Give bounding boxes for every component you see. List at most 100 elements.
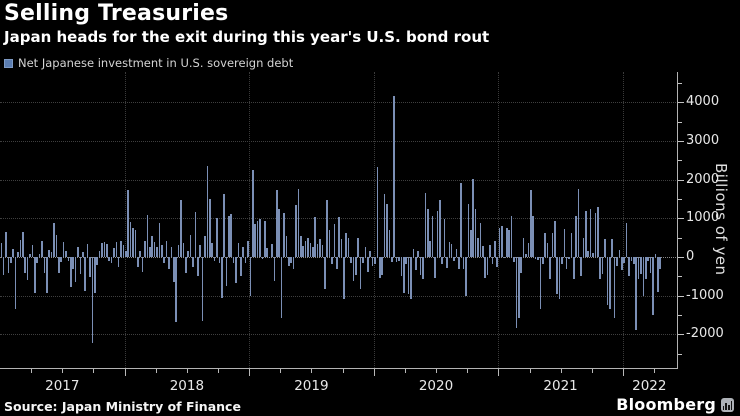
bar — [216, 217, 218, 257]
bar — [144, 240, 146, 257]
bar — [604, 239, 606, 257]
bar — [151, 236, 154, 257]
x-year-label: 2021 — [543, 378, 578, 394]
bar — [55, 235, 58, 257]
bar — [467, 203, 470, 257]
bar — [491, 257, 494, 264]
bar — [441, 257, 443, 265]
bar — [295, 205, 297, 257]
x-tick-major — [498, 369, 500, 376]
bar — [388, 230, 391, 257]
bar — [302, 246, 304, 257]
zero-gridline — [0, 257, 678, 258]
plot-area — [0, 72, 678, 368]
bar — [175, 257, 177, 322]
bar — [563, 229, 566, 257]
bar — [343, 257, 345, 299]
bar — [618, 250, 621, 257]
bar — [22, 232, 24, 257]
bar — [36, 257, 39, 264]
y-axis: 4000 3000 2000 1000 0 -1000 -2000 — [677, 72, 740, 369]
bar — [369, 251, 372, 257]
x-tick-minor — [560, 369, 562, 373]
bar — [228, 215, 230, 257]
bar — [534, 257, 537, 260]
bar — [613, 257, 616, 318]
bar — [194, 212, 197, 257]
bar — [367, 257, 369, 272]
y-tick-label: 1000 — [686, 210, 720, 226]
bar — [110, 257, 113, 264]
bar — [2, 257, 5, 276]
bar — [597, 206, 599, 257]
bar — [405, 257, 407, 264]
bar — [38, 253, 41, 257]
bar — [58, 257, 60, 274]
bar — [625, 222, 628, 257]
y-tick-major — [678, 257, 684, 258]
x-tick-major — [373, 369, 375, 376]
bar — [307, 237, 309, 257]
x-year-label: 2018 — [169, 378, 205, 394]
bar — [362, 257, 364, 263]
bar — [594, 212, 597, 257]
bar — [26, 257, 29, 281]
bar — [462, 257, 465, 270]
bloomberg-logo-icon — [721, 397, 734, 412]
y-tick-minor — [678, 160, 682, 162]
y-tick-major — [678, 140, 684, 142]
x-year-label: 2022 — [632, 378, 667, 394]
bar — [141, 257, 144, 272]
bar — [122, 245, 125, 257]
x-tick-minor — [404, 369, 406, 373]
bar — [252, 170, 254, 257]
bar — [558, 257, 561, 300]
bar — [204, 236, 206, 257]
y-tick-major — [678, 295, 684, 297]
bar — [268, 257, 271, 258]
bar — [371, 257, 374, 267]
bar — [206, 166, 209, 257]
bar — [395, 257, 398, 262]
bar — [309, 242, 312, 257]
bar — [19, 239, 22, 257]
bar — [77, 247, 79, 257]
bar — [161, 245, 163, 257]
bar — [323, 257, 326, 290]
bar — [575, 215, 578, 257]
bar — [472, 179, 475, 257]
bar — [640, 257, 642, 274]
bar — [438, 200, 441, 257]
bar — [311, 247, 314, 257]
y-tick-label: -1000 — [686, 287, 724, 303]
bar — [211, 242, 213, 257]
bar — [448, 241, 451, 257]
bar — [417, 251, 419, 257]
bar — [230, 214, 233, 257]
bar — [359, 257, 362, 290]
bar — [201, 257, 204, 321]
bar — [31, 245, 34, 257]
bar — [589, 209, 592, 257]
bar — [192, 257, 194, 267]
bar — [134, 229, 137, 257]
x-tick-minor — [529, 369, 531, 373]
bar — [340, 239, 343, 257]
bar — [364, 246, 367, 257]
bar — [391, 257, 393, 262]
bar — [350, 257, 352, 263]
bar — [125, 251, 127, 257]
bar — [522, 237, 525, 257]
bar — [450, 244, 453, 257]
bar — [381, 257, 384, 276]
y-tick-label: 2000 — [686, 171, 720, 187]
bar — [46, 257, 48, 294]
bar — [553, 221, 556, 257]
bar — [96, 257, 98, 265]
bar — [187, 251, 189, 257]
bar — [261, 257, 264, 260]
bar — [240, 257, 242, 276]
bar — [163, 257, 165, 263]
bar — [129, 222, 132, 257]
bar — [10, 257, 12, 264]
